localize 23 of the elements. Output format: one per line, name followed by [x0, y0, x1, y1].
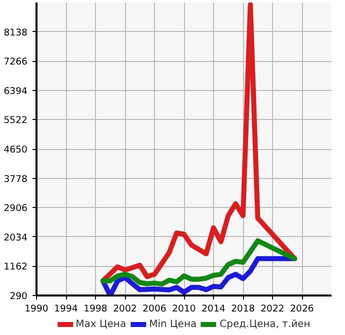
y-tick-label: 6394 — [4, 86, 28, 97]
x-tick-label: 2002 — [113, 304, 137, 314]
x-tick-label: 2026 — [290, 304, 314, 314]
y-tick-label: 2906 — [4, 203, 28, 214]
x-tick-label: 2022 — [260, 304, 284, 314]
x-tick-label: 2014 — [202, 304, 226, 314]
legend-label: Сред.Цена, т.йен — [220, 318, 310, 330]
legend-label: Max Цена — [76, 318, 126, 330]
y-tick-label: 290 — [10, 291, 28, 302]
y-tick-label: 5522 — [4, 115, 28, 126]
y-tick-label: 7266 — [4, 56, 28, 68]
y-tick-label: 2034 — [4, 232, 28, 244]
x-tick-label: 1998 — [84, 304, 108, 314]
y-tick-label: 8138 — [4, 27, 28, 38]
y-tick-label: 4650 — [4, 144, 28, 156]
x-tick-label: 1990 — [24, 304, 48, 314]
x-tick-label: 2006 — [142, 304, 166, 314]
x-tick-label: 2018 — [231, 304, 255, 314]
x-tick-label: 1994 — [54, 304, 78, 314]
y-tick-label: 3778 — [4, 174, 28, 185]
y-tick-label: 1162 — [4, 262, 28, 273]
x-tick-label: 2010 — [172, 304, 196, 314]
legend-label: Min Цена — [149, 318, 197, 330]
